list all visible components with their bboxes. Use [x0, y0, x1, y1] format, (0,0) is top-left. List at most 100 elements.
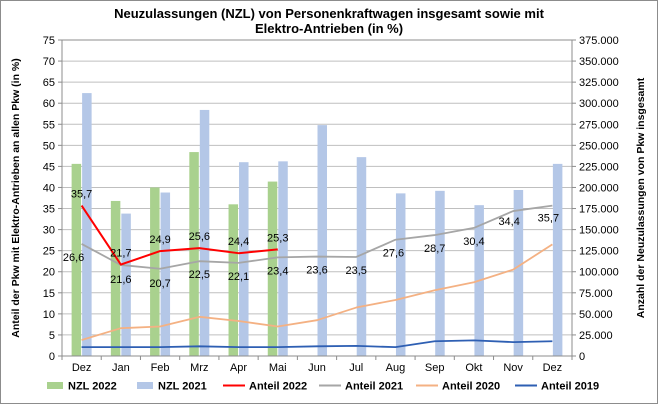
y-left-tick-label: 20 [43, 267, 55, 279]
y-right-tick-label: 125.000 [579, 246, 619, 258]
data-label: 23,6 [306, 265, 327, 277]
bar [435, 190, 445, 356]
legend-label: Anteil 2019 [541, 381, 599, 393]
data-label: 25,3 [267, 232, 288, 244]
bar [239, 162, 249, 356]
data-label: 23,5 [346, 265, 367, 277]
data-label: 21,6 [110, 274, 131, 286]
plot-area [62, 40, 572, 356]
y-left-tick-label: 70 [43, 56, 55, 68]
y-right-tick-label: 225.000 [579, 161, 619, 173]
data-label: 30,4 [463, 236, 484, 248]
bar [71, 163, 82, 356]
legend-swatch [47, 382, 63, 389]
bar [160, 192, 171, 356]
bar [82, 93, 92, 356]
x-tick-label: Nov [503, 362, 523, 374]
data-label: 34,4 [498, 216, 519, 228]
data-label: 23,4 [267, 265, 288, 277]
data-label: 35,7 [538, 213, 559, 225]
chart-title-line-2: Elektro-Antrieben (in %) [255, 21, 403, 36]
legend-label: Anteil 2021 [345, 381, 403, 393]
x-tick-label: Dez [72, 362, 92, 374]
y-axis-right-title: Anzahl der Neuzulassungen von Pkw insges… [635, 77, 647, 318]
bar [513, 189, 524, 356]
y-left-tick-label: 25 [43, 246, 55, 258]
y-right-tick-label: 275.000 [579, 119, 619, 131]
y-left-tick-label: 50 [43, 140, 55, 152]
legend-label: Anteil 2022 [249, 381, 307, 393]
series-line [80, 205, 278, 266]
y-left-tick-label: 35 [43, 204, 55, 216]
data-label: 24,9 [149, 234, 170, 246]
series-line [81, 339, 553, 349]
x-tick-label: Okt [465, 362, 482, 374]
y-right-tick-label: 250.000 [579, 140, 619, 152]
data-label: 26,6 [63, 252, 84, 264]
bar [228, 204, 239, 356]
data-label: 22,1 [228, 271, 249, 283]
bar [356, 157, 367, 356]
y-right-tick-label: 200.000 [579, 182, 619, 194]
x-tick-label: Mai [269, 362, 287, 374]
bar [150, 187, 160, 356]
x-tick-label: Sep [425, 362, 445, 374]
y-left-tick-label: 10 [43, 309, 55, 321]
x-tick-label: Jan [112, 362, 130, 374]
y-left-tick-label: 75 [43, 35, 55, 47]
y-right-tick-label: 150.000 [579, 225, 619, 237]
y-left-tick-label: 15 [43, 288, 55, 300]
y-left-tick-label: 65 [43, 77, 55, 89]
y-left-tick-label: 30 [43, 225, 55, 237]
data-label: 21,7 [110, 248, 131, 260]
y-right-tick-label: 350.000 [579, 56, 619, 68]
bars [71, 93, 563, 356]
chart-title-line-1: Neuzulassungen (NZL) von Personenkraftwa… [114, 6, 544, 21]
x-tick-label: Dez [543, 362, 563, 374]
y-right-tick-label: 175.000 [579, 204, 619, 216]
x-tick-label: Feb [151, 362, 170, 374]
x-tick-label: Jul [349, 362, 363, 374]
bar [317, 125, 327, 356]
y-right-tick-label: 100.000 [579, 267, 619, 279]
legend-label: NZL 2022 [68, 381, 117, 393]
bar [189, 152, 199, 356]
series-lines [80, 204, 553, 349]
x-tick-label: Aug [386, 362, 406, 374]
bar [395, 193, 406, 356]
bar [121, 213, 131, 356]
axis-ticks: 0 0 5 25.000 10 50.000 15 75.000 20 100.000 25 125.… [43, 35, 619, 374]
bar [110, 200, 121, 356]
data-label: 27,6 [383, 248, 404, 260]
data-label: 22,5 [189, 269, 210, 281]
y-right-tick-label: 375.000 [579, 35, 619, 47]
bar [199, 109, 210, 356]
y-right-tick-label: 25.000 [579, 330, 613, 342]
y-right-tick-label: 75.000 [579, 288, 613, 300]
y-axis-left-title: Anteil der Pkw mit Elektro-Antrieben an … [10, 58, 22, 337]
plot-border [61, 39, 573, 357]
y-left-tick-label: 0 [49, 351, 55, 363]
data-label: 35,7 [71, 189, 92, 201]
legend-swatch [137, 382, 153, 389]
y-left-tick-label: 40 [43, 182, 55, 194]
x-tick-label: Mrz [190, 362, 208, 374]
y-right-tick-label: 325.000 [579, 77, 619, 89]
data-label: 28,7 [424, 243, 445, 255]
y-right-tick-label: 0 [579, 351, 585, 363]
y-left-tick-label: 60 [43, 98, 55, 110]
series-line [81, 204, 553, 270]
legend: NZL 2022 NZL 2021 Anteil 2022 Anteil 2021 An… [47, 381, 599, 393]
bar [552, 163, 563, 356]
bar [278, 161, 288, 356]
data-label: 20,7 [149, 278, 170, 290]
legend-label: Anteil 2020 [442, 381, 500, 393]
x-tick-label: Jun [308, 362, 326, 374]
y-right-tick-label: 50.000 [579, 309, 613, 321]
series-line [81, 243, 553, 341]
bar [267, 181, 278, 356]
data-labels: 35,7 21,7 24,9 25,6 24,4 25,3 26,6 21,6 20,7 22,5… [63, 189, 559, 290]
y-right-tick-label: 300.000 [579, 98, 619, 110]
